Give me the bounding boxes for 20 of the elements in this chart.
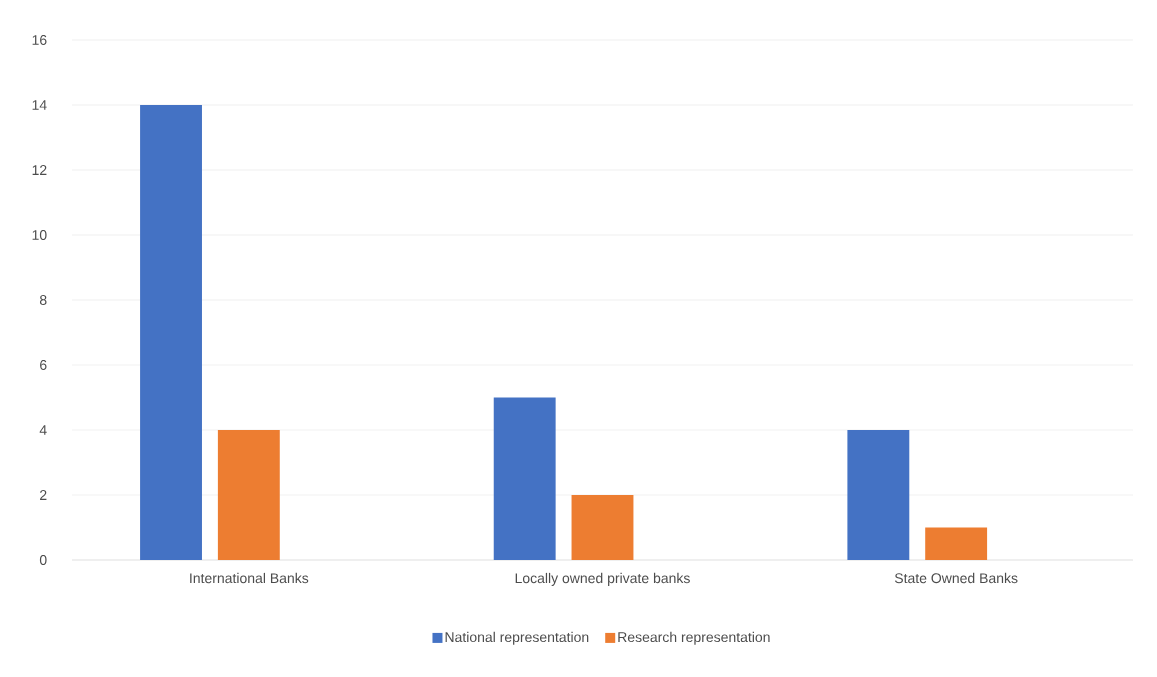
bar bbox=[217, 430, 280, 560]
legend-label: National representation bbox=[445, 631, 589, 645]
y-tick-label: 2 bbox=[40, 490, 47, 500]
bar bbox=[140, 105, 202, 560]
x-tick-label: International Banks bbox=[190, 572, 309, 584]
x-tick-label: State Owned Banks bbox=[894, 572, 1018, 584]
y-tick-label: 4 bbox=[39, 425, 47, 435]
y-tick-label: 16 bbox=[32, 35, 47, 45]
y-tick-label: 12 bbox=[32, 165, 47, 175]
x-tick-label: Locally owned private banks bbox=[515, 572, 690, 586]
bar bbox=[571, 495, 634, 560]
bar bbox=[847, 430, 910, 560]
bar bbox=[925, 527, 988, 560]
bar bbox=[493, 397, 556, 560]
y-tick-label: 0 bbox=[39, 555, 47, 565]
y-tick-label: 10 bbox=[32, 230, 47, 240]
y-tick-label: 14 bbox=[32, 100, 47, 110]
y-tick-label: 6 bbox=[40, 360, 47, 370]
y-tick-label: 8 bbox=[39, 295, 47, 305]
legend-label: Research representation bbox=[618, 631, 770, 645]
